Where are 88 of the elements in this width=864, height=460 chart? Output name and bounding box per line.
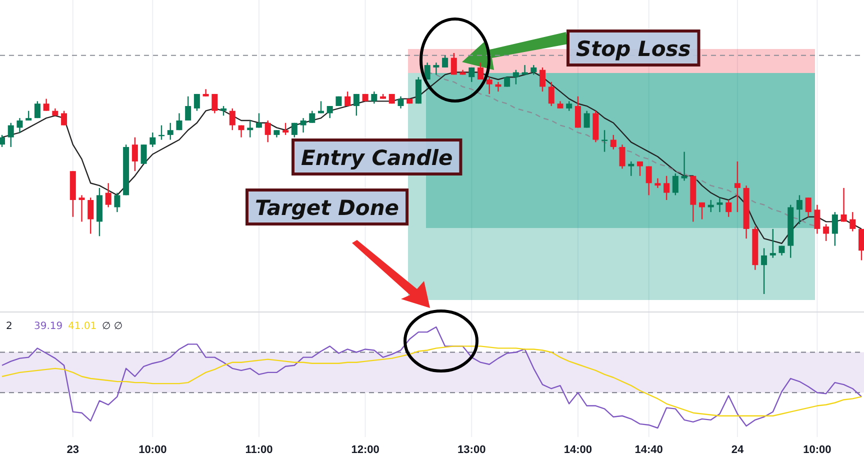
candlestick (850, 211, 856, 232)
candlestick (646, 166, 652, 196)
candlestick (26, 110, 32, 122)
candlestick (229, 108, 236, 131)
candlestick (309, 110, 316, 124)
candlestick (256, 112, 262, 128)
candlestick (371, 90, 378, 104)
x-tick-label: 13:00 (458, 444, 486, 456)
candlestick (468, 66, 475, 83)
candlestick (672, 172, 678, 196)
x-tick-label: 24 (731, 444, 744, 456)
candlestick (628, 160, 634, 177)
candlestick (61, 110, 68, 126)
annotation: Target Done (255, 196, 400, 220)
candlestick (194, 93, 200, 112)
candlestick (654, 178, 661, 189)
candlestick (16, 117, 23, 134)
candlestick (247, 120, 254, 138)
candlestick (8, 122, 14, 148)
candlestick (185, 96, 192, 122)
candlestick (150, 132, 156, 148)
candlestick (530, 64, 537, 76)
candlestick (167, 122, 174, 140)
annotation: 41.01 (68, 321, 97, 332)
x-tick-label: 14:40 (634, 444, 663, 456)
candlestick (238, 124, 244, 138)
candlestick (636, 160, 643, 177)
candlestick (78, 194, 85, 222)
candlestick (318, 100, 324, 114)
candlestick (450, 52, 457, 76)
candlestick (584, 110, 590, 128)
candlestick (34, 100, 40, 119)
candlestick (264, 120, 271, 143)
candlestick (512, 69, 519, 85)
candlestick (770, 228, 776, 258)
candlestick (220, 105, 227, 116)
candlestick (832, 211, 838, 246)
candlestick (326, 105, 333, 119)
candlestick (0, 134, 5, 148)
candlestick (814, 204, 820, 234)
candlestick (212, 93, 218, 114)
candlestick (424, 62, 430, 80)
candlestick (610, 134, 616, 150)
candlestick (858, 228, 864, 261)
candlestick (105, 182, 112, 208)
candlestick (477, 62, 484, 80)
candlestick (796, 194, 802, 225)
x-tick-label: 10:00 (803, 444, 832, 456)
x-tick-label: 14:00 (564, 444, 592, 456)
x-tick-label: 23 (66, 444, 80, 456)
annotation: 39.19 (34, 321, 63, 332)
candlestick (344, 90, 351, 107)
candlestick (699, 202, 706, 220)
candlestick (548, 81, 554, 107)
candlestick (140, 144, 147, 164)
annotation: ∅ ∅ (102, 321, 123, 332)
candlestick (574, 96, 581, 128)
candlestick (433, 62, 440, 76)
candlestick (619, 144, 626, 170)
candlestick (540, 66, 546, 92)
candlestick (442, 54, 448, 68)
candlestick (486, 76, 492, 95)
candlestick (291, 122, 298, 138)
candlestick (664, 175, 670, 201)
annotation: 2 (6, 321, 12, 332)
candlestick (734, 160, 740, 213)
candlestick (823, 224, 830, 242)
candlestick (114, 192, 120, 213)
candlestick (282, 122, 289, 136)
x-tick-label: 11:00 (245, 444, 273, 456)
candlestick (300, 117, 306, 134)
candlestick (681, 151, 688, 182)
annotation: Stop Loss (576, 37, 691, 61)
candlestick (566, 100, 572, 112)
x-tick-label: 12:00 (351, 444, 380, 456)
annotation: Entry Candle (301, 146, 453, 170)
candlestick (716, 197, 723, 213)
candlestick (176, 112, 182, 131)
candlestick (840, 187, 847, 222)
candlestick (726, 199, 732, 218)
candlestick (88, 197, 94, 234)
candlestick (353, 93, 360, 116)
candlestick (761, 248, 768, 295)
candlestick (398, 96, 404, 110)
candlestick (132, 136, 138, 172)
candlestick (43, 98, 50, 112)
x-tick-label: 10:00 (138, 444, 167, 456)
candlestick (805, 197, 812, 218)
